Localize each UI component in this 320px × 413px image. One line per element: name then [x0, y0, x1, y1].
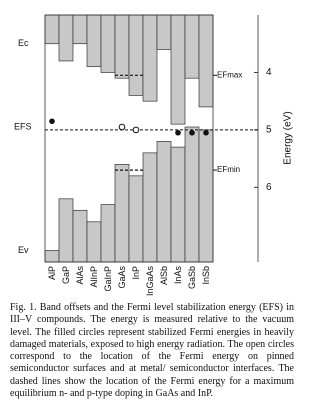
valence-band	[184, 126, 200, 263]
efmin-label: EFmin	[217, 165, 240, 174]
valence-band	[142, 152, 158, 263]
open-point	[132, 126, 140, 134]
x-tick-label: AlAs	[75, 266, 85, 285]
conduction-band	[170, 14, 186, 125]
valence-band	[86, 221, 102, 263]
conduction-band	[44, 14, 60, 45]
x-tick-label: GaInP	[103, 266, 113, 292]
conduction-band	[198, 14, 214, 108]
x-tick-label: AlInP	[89, 266, 99, 288]
conduction-band	[142, 14, 158, 102]
conduction-band	[72, 14, 88, 45]
y-tick-label: 5	[266, 125, 272, 136]
x-tick-label: GaSb	[187, 266, 197, 289]
filled-point	[175, 129, 181, 136]
open-point	[118, 123, 126, 131]
x-tick-label: AlP	[47, 266, 57, 280]
x-tick-label: InAs	[173, 266, 183, 285]
page: Energy (eV) AlP GaP AlAs AlInP GaInP GaAs InP I…	[10, 14, 294, 400]
ec-label: Ec	[18, 38, 29, 48]
valence-band	[114, 163, 130, 263]
filled-point	[189, 129, 195, 136]
y-tick-label: 6	[266, 182, 272, 193]
conduction-band	[128, 14, 144, 96]
conduction-band	[58, 14, 74, 62]
filled-point	[203, 129, 209, 136]
valence-band	[58, 198, 74, 263]
valence-band	[44, 250, 60, 263]
x-tick-label: InSb	[201, 266, 211, 285]
x-tick-label: InGaAs	[145, 266, 155, 297]
conduction-band	[114, 14, 130, 79]
conduction-band	[100, 14, 116, 73]
plot-frame	[44, 14, 214, 263]
x-tick-label: InP	[131, 266, 141, 280]
x-tick-label: GaP	[61, 266, 71, 284]
valence-band	[156, 141, 172, 263]
valence-band	[198, 129, 214, 263]
valence-band	[170, 146, 186, 263]
efmax-label: EFmax	[217, 70, 242, 79]
filled-point	[49, 118, 55, 125]
valence-band	[128, 175, 144, 263]
x-tick-label: AlSb	[159, 266, 169, 285]
y-tick-label: 4	[266, 67, 272, 78]
conduction-band	[184, 14, 200, 79]
chart: Energy (eV) AlP GaP AlAs AlInP GaInP GaAs InP I…	[14, 14, 294, 297]
caption: Fig. 1. Band offsets and the Fermi level…	[10, 302, 294, 400]
valence-band	[72, 209, 88, 263]
y-axis-label: Energy (eV)	[283, 111, 294, 164]
ev-label: Ev	[18, 245, 29, 255]
valence-band	[100, 204, 116, 263]
x-tick-label: GaAs	[117, 266, 127, 289]
conduction-band	[86, 14, 102, 68]
conduction-band	[156, 14, 172, 50]
efs-label: EFS	[14, 121, 32, 131]
